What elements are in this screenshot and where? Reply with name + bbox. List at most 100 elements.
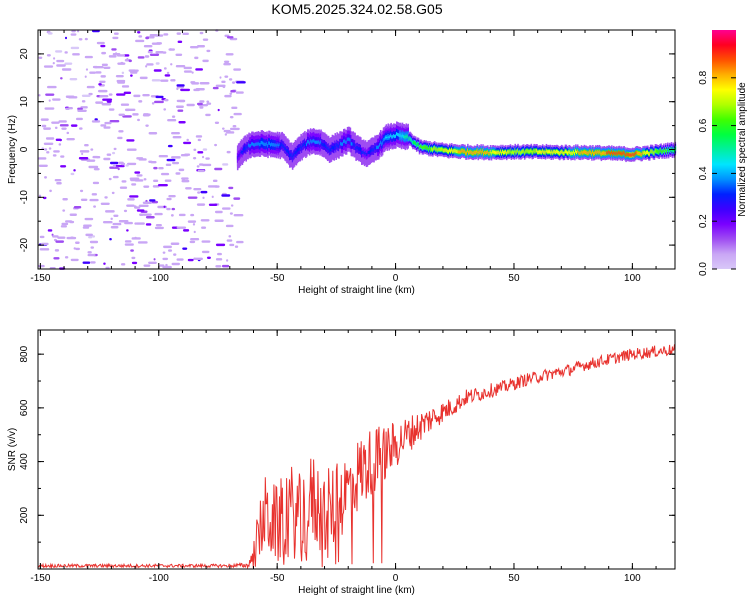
signal-band-core [406, 135, 409, 139]
signal-band-core [533, 148, 535, 153]
noise-cell [182, 229, 190, 232]
signal-band-core [669, 148, 672, 152]
signal-band-core [516, 150, 518, 154]
signal-band-core [405, 134, 408, 138]
signal-band-core [319, 141, 321, 145]
noise-cell [172, 135, 182, 139]
noise-cell [145, 216, 155, 219]
signal-band-core [258, 142, 261, 147]
noise-cell [56, 64, 66, 67]
noise-cell [115, 52, 118, 55]
signal-band-core [546, 150, 549, 154]
noise-cell [202, 38, 209, 41]
signal-band-core [498, 150, 500, 154]
signal-band-core [558, 151, 560, 155]
signal-band-core [635, 151, 638, 155]
noise-cell [121, 71, 125, 75]
noise-cell [79, 189, 84, 193]
signal-band-core [473, 150, 476, 154]
noise-cell [225, 53, 234, 56]
signal-band-core [543, 150, 546, 154]
noise-cell [126, 108, 136, 112]
signal-band-core [333, 146, 336, 150]
noise-cell [100, 124, 107, 127]
noise-cell [221, 264, 230, 268]
signal-band-core [240, 150, 243, 154]
signal-band-core [343, 139, 345, 144]
signal-band-core [573, 150, 575, 154]
signal-band-core [625, 153, 627, 158]
noise-cell [177, 40, 183, 44]
signal-band-core [440, 147, 443, 152]
noise-cell [75, 241, 80, 244]
noise-cell [201, 226, 207, 229]
noise-cell [60, 165, 67, 168]
signal-band-core [418, 146, 421, 150]
signal-band-core [550, 151, 552, 155]
noise-cell [112, 222, 122, 226]
signal-band-core [253, 143, 255, 147]
noise-cell [168, 249, 173, 252]
noise-cell [100, 202, 110, 205]
signal-band-core [351, 142, 354, 146]
signal-band-core [323, 143, 325, 147]
noise-cell [229, 115, 234, 119]
signal-band-core [448, 150, 450, 154]
noise-cell [64, 51, 68, 54]
noise-cell [147, 50, 153, 54]
signal-band-core [244, 146, 247, 150]
signal-band-core [629, 153, 631, 157]
signal-band-core [513, 151, 516, 155]
noise-cell [124, 221, 133, 225]
signal-band-core [553, 150, 555, 154]
signal-band-core [486, 150, 489, 154]
noise-cell [127, 198, 135, 201]
signal-band-core [424, 145, 427, 150]
noise-cell [124, 240, 132, 243]
spectrogram-x-tick-label: -100 [149, 273, 169, 284]
signal-band-core [467, 148, 469, 153]
noise-cell [208, 203, 218, 206]
noise-cell [61, 222, 69, 226]
signal-band-core [659, 149, 661, 153]
snr-x-tick-label: -100 [149, 573, 169, 584]
signal-band-core [586, 151, 588, 155]
colorbar-label: Normalized spectral amplitude [737, 82, 748, 217]
signal-band-core [372, 148, 374, 152]
signal-band-core [545, 148, 548, 153]
noise-cell [199, 100, 205, 103]
noise-cell [91, 193, 98, 196]
noise-cell [169, 48, 172, 51]
signal-band-core [386, 136, 389, 141]
noise-cell [93, 167, 100, 171]
signal-band-core [391, 135, 393, 139]
signal-band-core [570, 151, 572, 156]
noise-cell [231, 81, 236, 84]
noise-cell [98, 83, 102, 86]
noise-cell [116, 93, 126, 96]
colorbar-gradient [712, 30, 736, 269]
noise-cell [131, 237, 141, 240]
signal-band-core [500, 149, 502, 154]
noise-cell [175, 105, 184, 108]
noise-cell [130, 74, 133, 77]
noise-cell [224, 75, 229, 78]
noise-cell [88, 236, 93, 239]
noise-cell [236, 240, 244, 244]
signal-band-core [431, 147, 433, 151]
signal-band-core [407, 134, 409, 138]
signal-band-core [455, 149, 458, 154]
noise-cell [226, 36, 234, 39]
noise-cell [196, 165, 200, 168]
signal-band-core [524, 150, 527, 154]
signal-band-core [398, 133, 401, 138]
signal-band-core [654, 149, 657, 153]
signal-band-core [369, 150, 372, 154]
noise-cell [92, 235, 96, 238]
noise-cell [81, 152, 84, 156]
noise-cell [62, 198, 68, 201]
signal-band-core [375, 146, 377, 150]
signal-band-core [458, 149, 461, 154]
signal-band-core [576, 149, 579, 153]
noise-cell [136, 222, 145, 225]
